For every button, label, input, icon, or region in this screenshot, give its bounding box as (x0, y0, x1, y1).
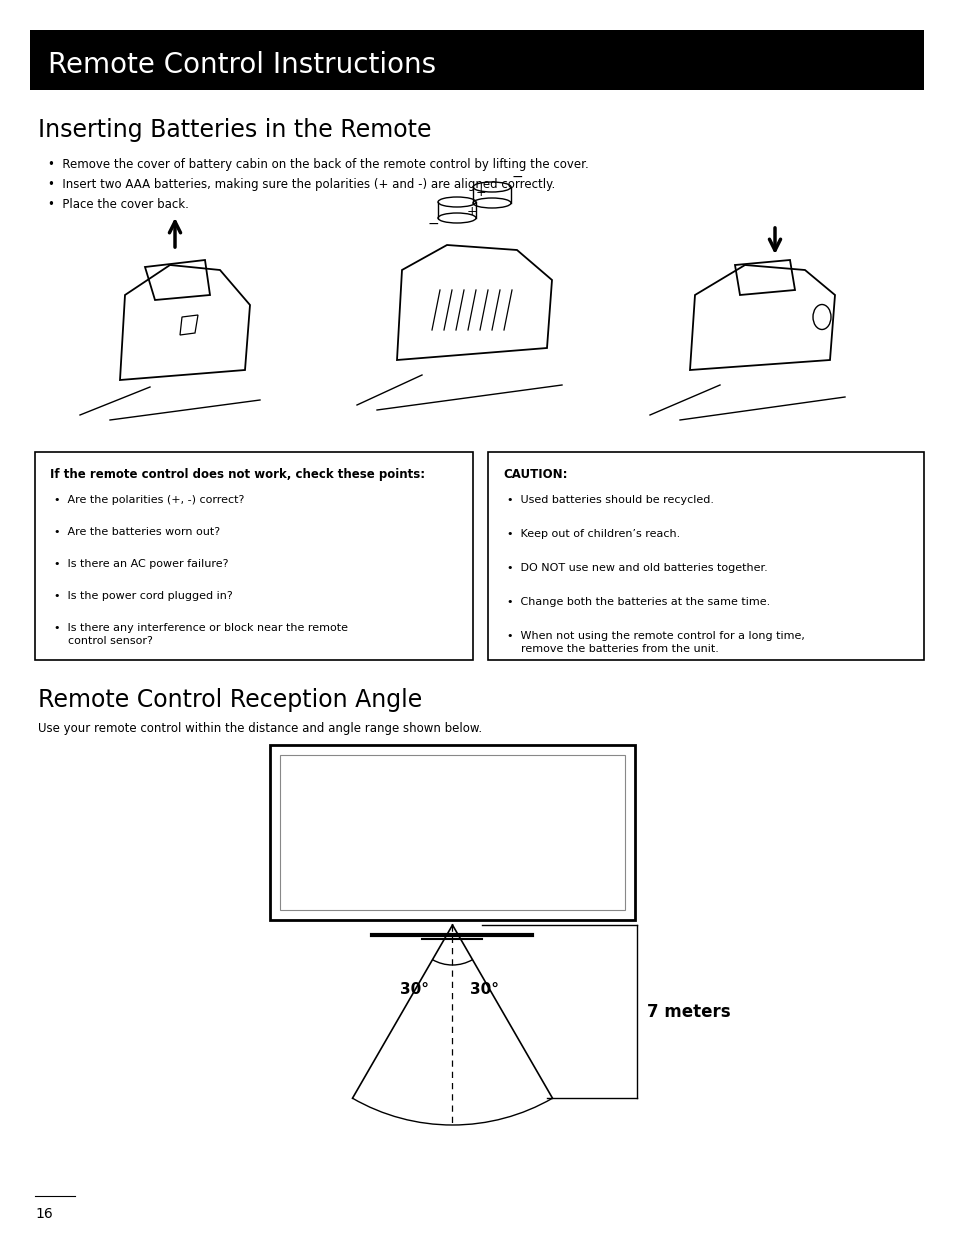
Text: •  DO NOT use new and old batteries together.: • DO NOT use new and old batteries toget… (506, 563, 767, 573)
Text: Use your remote control within the distance and angle range shown below.: Use your remote control within the dista… (38, 722, 481, 735)
Text: •  Keep out of children’s reach.: • Keep out of children’s reach. (506, 529, 679, 539)
Text: •  Is there an AC power failure?: • Is there an AC power failure? (54, 559, 229, 569)
Text: +: + (466, 205, 476, 217)
Text: •  Change both the batteries at the same time.: • Change both the batteries at the same … (506, 597, 769, 607)
Text: 30°: 30° (470, 982, 498, 997)
Bar (488, 452, 923, 660)
Text: −: − (427, 217, 438, 231)
Text: 30°: 30° (399, 982, 429, 997)
Text: •  Is the power cord plugged in?: • Is the power cord plugged in? (54, 591, 233, 601)
Text: •  Are the polarities (+, -) correct?: • Are the polarities (+, -) correct? (54, 495, 244, 505)
Text: 7 meters: 7 meters (647, 1002, 730, 1021)
Text: •  Place the cover back.: • Place the cover back. (48, 197, 189, 211)
Text: CAUTION:: CAUTION: (502, 468, 567, 481)
Bar (35, 452, 473, 660)
Text: •  Used batteries should be recycled.: • Used batteries should be recycled. (506, 495, 713, 505)
Bar (280, 755, 624, 909)
Bar (270, 745, 635, 921)
Text: •  Is there any interference or block near the remote
    control sensor?: • Is there any interference or block nea… (54, 623, 348, 647)
Text: •  When not using the remote control for a long time,
    remove the batteries f: • When not using the remote control for … (506, 631, 804, 654)
Text: +: + (476, 185, 486, 199)
Text: If the remote control does not work, check these points:: If the remote control does not work, che… (50, 468, 425, 481)
Text: −: − (511, 170, 522, 184)
Text: 16: 16 (35, 1207, 52, 1220)
Text: Remote Control Reception Angle: Remote Control Reception Angle (38, 689, 422, 712)
Bar (30, 30, 923, 90)
Text: •  Are the batteries worn out?: • Are the batteries worn out? (54, 527, 220, 537)
Text: Remote Control Instructions: Remote Control Instructions (48, 51, 436, 79)
Text: •  Insert two AAA batteries, making sure the polarities (+ and -) are aligned co: • Insert two AAA batteries, making sure … (48, 178, 555, 191)
Text: •  Remove the cover of battery cabin on the back of the remote control by liftin: • Remove the cover of battery cabin on t… (48, 158, 588, 172)
Text: Inserting Batteries in the Remote: Inserting Batteries in the Remote (38, 118, 431, 142)
